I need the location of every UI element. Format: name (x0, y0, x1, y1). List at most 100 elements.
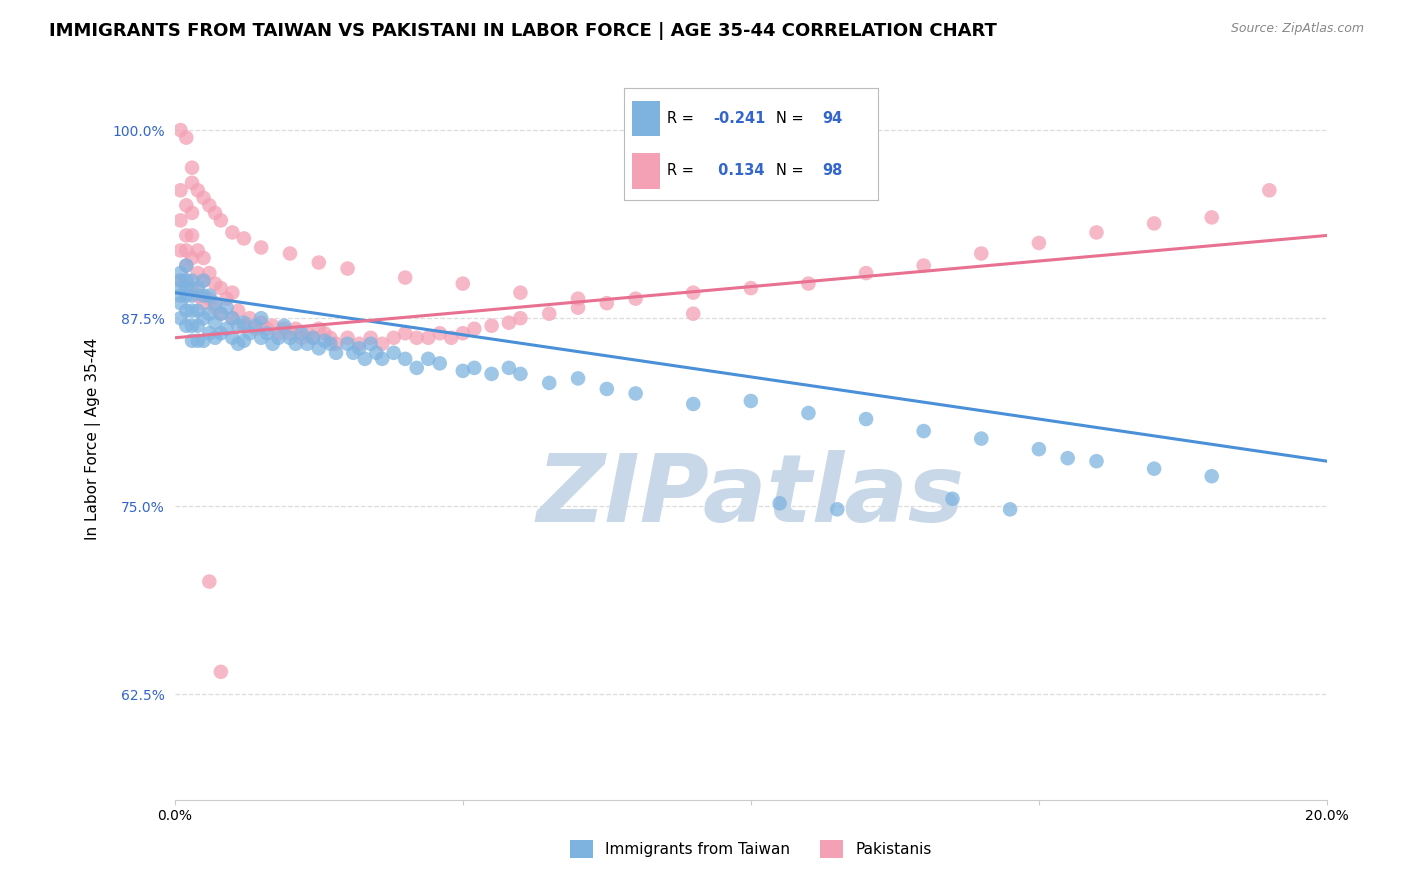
Text: N =: N = (776, 162, 808, 178)
Point (198, 266, 221, 280)
Point (221, 226, 243, 240)
Point (232, 231, 254, 245)
Point (509, 367, 531, 381)
Point (221, 311, 243, 326)
Point (209, 326, 232, 341)
Point (256, 326, 278, 341)
Point (226, 336, 249, 351)
Point (187, 183, 209, 197)
Point (429, 326, 451, 341)
Point (360, 331, 382, 345)
Legend: Immigrants from Taiwan, Pakistanis: Immigrants from Taiwan, Pakistanis (564, 833, 938, 864)
Point (169, 281, 191, 295)
Point (169, 274, 191, 288)
Text: ZIPatlas: ZIPatlas (537, 450, 965, 542)
Point (405, 360, 427, 375)
Point (169, 244, 191, 258)
Point (682, 397, 704, 411)
Point (169, 274, 191, 288)
Point (567, 292, 589, 306)
Point (336, 336, 359, 351)
Point (181, 206, 204, 220)
Point (308, 255, 330, 269)
Point (181, 274, 204, 288)
Point (418, 351, 440, 366)
Point (314, 326, 336, 341)
Point (498, 360, 520, 375)
Point (204, 296, 226, 310)
Point (509, 285, 531, 300)
Point (181, 334, 204, 348)
Point (290, 331, 312, 345)
Text: R =: R = (668, 162, 699, 178)
Point (912, 259, 935, 273)
Point (174, 288, 197, 302)
Point (187, 334, 209, 348)
Point (239, 326, 262, 341)
Point (797, 406, 820, 420)
Point (262, 318, 284, 333)
Point (382, 346, 405, 360)
Point (174, 274, 197, 288)
Point (308, 322, 330, 336)
Point (174, 274, 197, 288)
Point (319, 336, 342, 351)
Point (451, 364, 474, 378)
Point (174, 281, 197, 295)
Point (278, 331, 301, 345)
Point (440, 331, 463, 345)
Point (347, 341, 370, 355)
Point (855, 412, 877, 426)
Point (360, 336, 382, 351)
Point (215, 292, 238, 306)
Point (509, 311, 531, 326)
Point (797, 277, 820, 291)
Point (181, 251, 204, 265)
Point (336, 331, 359, 345)
Point (418, 331, 440, 345)
Point (1201, 469, 1223, 483)
Text: 98: 98 (823, 162, 842, 178)
Point (740, 394, 762, 409)
Point (181, 288, 204, 302)
Point (226, 303, 249, 318)
Y-axis label: In Labor Force | Age 35-44: In Labor Force | Age 35-44 (86, 337, 101, 540)
Point (204, 331, 226, 345)
Text: 94: 94 (823, 111, 842, 126)
Point (187, 281, 209, 295)
Text: N =: N = (776, 111, 808, 126)
Point (284, 336, 307, 351)
Point (193, 334, 215, 348)
Point (169, 183, 191, 197)
Point (239, 311, 262, 326)
Point (682, 307, 704, 321)
Point (1143, 461, 1166, 475)
Point (371, 351, 394, 366)
Point (209, 307, 232, 321)
Point (481, 367, 503, 381)
Point (596, 296, 619, 310)
Point (169, 123, 191, 137)
Point (181, 228, 204, 243)
Text: R =: R = (668, 111, 699, 126)
Text: 0.134: 0.134 (713, 162, 765, 178)
Point (1028, 235, 1050, 250)
Point (825, 502, 848, 516)
Point (308, 341, 330, 355)
Point (174, 244, 197, 258)
Text: IMMIGRANTS FROM TAIWAN VS PAKISTANI IN LABOR FORCE | AGE 35-44 CORRELATION CHART: IMMIGRANTS FROM TAIWAN VS PAKISTANI IN L… (49, 22, 997, 40)
Point (193, 191, 215, 205)
Point (463, 360, 485, 375)
Point (204, 316, 226, 330)
Point (278, 246, 301, 260)
Point (394, 270, 416, 285)
Point (250, 331, 273, 345)
Point (347, 336, 370, 351)
Point (273, 318, 295, 333)
Point (429, 356, 451, 370)
Point (198, 292, 221, 306)
Point (187, 244, 209, 258)
Point (232, 318, 254, 333)
Point (1056, 451, 1078, 466)
Point (538, 376, 561, 390)
